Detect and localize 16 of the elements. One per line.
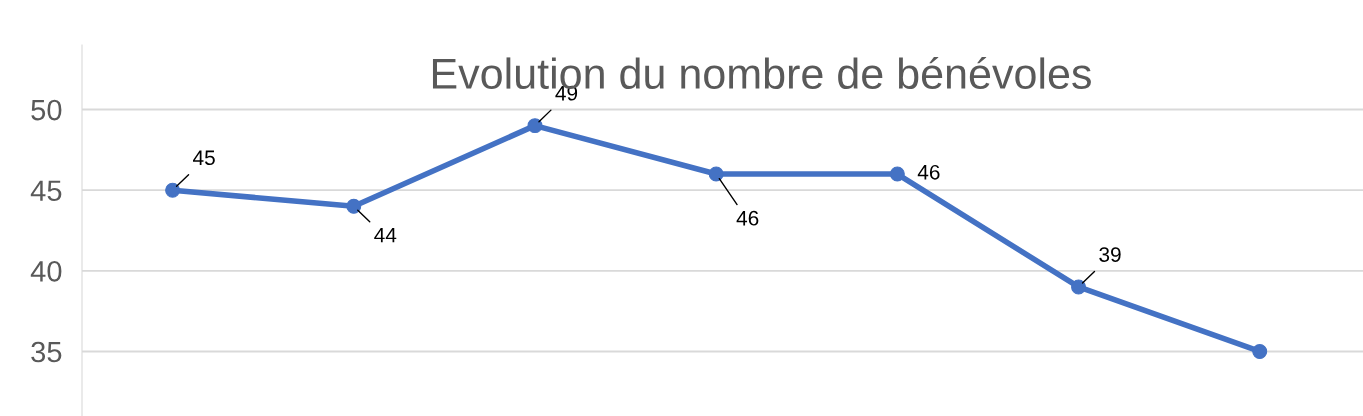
point bbox=[346, 198, 362, 214]
y-tick-label: 35 bbox=[31, 341, 62, 363]
point bbox=[527, 118, 543, 134]
point bbox=[708, 166, 724, 182]
data-label: 46 bbox=[736, 210, 759, 226]
data-label: 45 bbox=[193, 150, 215, 166]
data-label: 46 bbox=[917, 164, 940, 180]
data-label: 39 bbox=[1099, 247, 1121, 262]
y-tick-label: 45 bbox=[30, 180, 62, 202]
y-tick-label: 50 bbox=[31, 99, 62, 121]
point bbox=[1071, 279, 1086, 295]
data-label: 44 bbox=[374, 228, 397, 243]
point bbox=[165, 182, 181, 198]
point bbox=[889, 166, 905, 182]
y-tick-label: 40 bbox=[30, 261, 62, 282]
point bbox=[1252, 344, 1268, 359]
